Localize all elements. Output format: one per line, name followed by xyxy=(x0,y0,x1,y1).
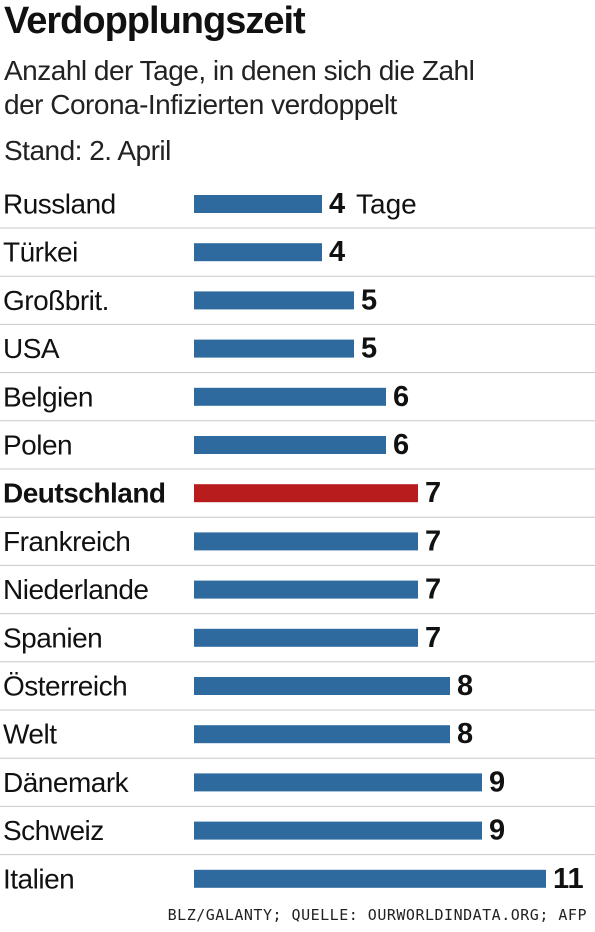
category-label-frankreich: Frankreich xyxy=(3,526,130,557)
bar-oesterreich xyxy=(194,677,450,695)
value-label-usa: 5 xyxy=(361,333,377,365)
subtitle-line-2: der Corona-Infizierten verdoppelt xyxy=(4,89,397,120)
value-label-oesterreich: 8 xyxy=(457,670,473,702)
value-label-polen: 6 xyxy=(393,429,409,461)
source-credit: BLZ/GALANTY; QUELLE: OURWORLDINDATA.ORG;… xyxy=(167,906,587,924)
bar-tuerkei xyxy=(194,243,322,262)
bar-grossbrit xyxy=(194,291,354,310)
value-label-frankreich: 7 xyxy=(425,525,441,557)
value-label-tuerkei: 4 xyxy=(329,236,345,268)
category-label-spanien: Spanien xyxy=(3,622,102,653)
category-label-oesterreich: Österreich xyxy=(3,671,127,702)
category-label-italien: Italien xyxy=(3,863,74,894)
category-label-tuerkei: Türkei xyxy=(3,237,78,268)
category-label-grossbrit: Großbrit. xyxy=(3,285,109,316)
value-label-niederlande: 7 xyxy=(425,574,441,606)
category-label-niederlande: Niederlande xyxy=(3,574,149,605)
value-label-italien: 11 xyxy=(553,863,584,895)
value-label-schweiz: 9 xyxy=(489,815,505,847)
bar-usa xyxy=(194,339,354,358)
bar-frankreich xyxy=(194,532,418,551)
category-label-usa: USA xyxy=(3,333,60,364)
bar-belgien xyxy=(194,387,386,406)
value-label-grossbrit: 5 xyxy=(361,284,377,316)
bar-daenemark xyxy=(194,773,482,792)
value-label-spanien: 7 xyxy=(425,622,441,654)
unit-label: Tage xyxy=(356,189,417,220)
category-label-polen: Polen xyxy=(3,430,72,461)
bar-russland xyxy=(194,195,322,213)
bar-niederlande xyxy=(194,580,418,599)
subtitle-line-1: Anzahl der Tage, in denen sich die Zahl xyxy=(4,55,475,86)
value-label-belgien: 6 xyxy=(393,381,409,413)
bar-italien xyxy=(194,869,546,888)
category-label-daenemark: Dänemark xyxy=(3,767,130,798)
value-label-russland: 4 xyxy=(329,188,345,220)
bar-deutschland xyxy=(194,484,418,503)
value-label-deutschland: 7 xyxy=(425,477,441,509)
bar-welt xyxy=(194,725,450,744)
bar-spanien xyxy=(194,628,418,647)
value-label-daenemark: 9 xyxy=(489,766,505,798)
category-label-russland: Russland xyxy=(3,189,116,220)
value-label-welt: 8 xyxy=(457,718,473,750)
category-label-schweiz: Schweiz xyxy=(3,815,104,846)
subtitle-line-3: Stand: 2. April xyxy=(4,135,171,166)
bar-polen xyxy=(194,436,386,454)
bar-schweiz xyxy=(194,821,482,840)
chart-title: Verdopplungszeit xyxy=(4,0,306,42)
category-label-belgien: Belgien xyxy=(3,381,93,412)
category-label-welt: Welt xyxy=(3,719,57,750)
category-label-deutschland: Deutschland xyxy=(3,478,166,509)
